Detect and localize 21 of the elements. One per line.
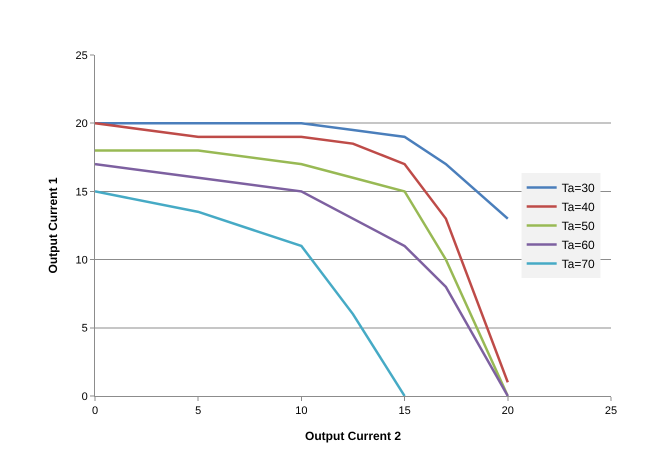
x-tick-label: 0 (92, 405, 98, 418)
legend-label: Ta=60 (562, 238, 596, 252)
y-tick-label: 10 (76, 254, 88, 266)
y-tick-label: 5 (82, 322, 88, 335)
legend-label: Ta=50 (562, 219, 596, 234)
line-series (95, 122, 510, 220)
y-tick-label: 15 (76, 186, 88, 198)
line-series (95, 190, 406, 396)
y-tick-label: 0 (82, 390, 88, 403)
legend-label: Ta=40 (562, 200, 596, 214)
x-tick-label: 5 (195, 405, 202, 418)
y-tick-label: 25 (76, 50, 88, 62)
y-axis-title: Output Current 1 (46, 177, 60, 274)
x-tick-label: 15 (398, 405, 411, 418)
x-tick-label: 20 (502, 405, 514, 418)
x-tick-label: 25 (604, 405, 618, 418)
legend-label: Ta=70 (562, 257, 596, 272)
y-tick-label: 20 (76, 118, 88, 130)
legend-label: Ta=30 (562, 181, 596, 196)
x-tick-label: 10 (295, 405, 308, 418)
x-axis-title: Output Current 2 (305, 429, 402, 444)
